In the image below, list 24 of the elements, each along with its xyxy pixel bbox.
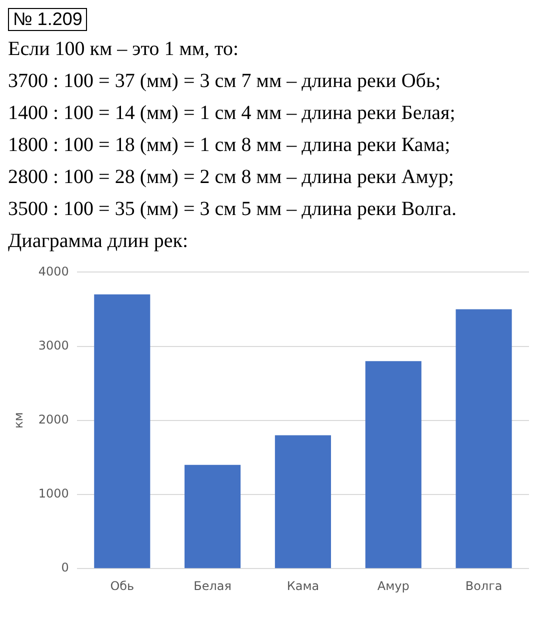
text: 1400 : 100 = 14 (мм) = 1 см 4 мм – длина реки Белая; — [8, 101, 456, 126]
y-tick-label: 3000 — [38, 338, 69, 352]
text: Если 100 км – это 1 мм, то: — [8, 37, 240, 62]
text: 3700 : 100 = 37 (мм) = 3 см 7 мм – длина реки Обь; — [8, 69, 442, 94]
y-tick-label: 0 — [61, 560, 69, 575]
text: 3500 : 100 = 35 (мм) = 3 см 5 мм – длина реки Волга. — [8, 197, 458, 222]
x-tick-label: Кама — [286, 578, 320, 593]
x-tick-label: Обь — [110, 578, 134, 593]
y-axis-title: км — [11, 412, 26, 429]
chart-title: № 1.209 — [8, 8, 88, 31]
y-tick-label: 1000 — [38, 486, 69, 501]
bar — [456, 309, 512, 568]
text: 2800 : 100 = 28 (мм) = 2 см 8 мм – длина реки Амур; — [8, 165, 455, 190]
x-tick-label: Волга — [465, 578, 502, 593]
text: Диаграмма длин рек: — [8, 229, 190, 254]
bar — [274, 435, 331, 568]
bar — [365, 361, 422, 568]
y-tick-label: 4000 — [38, 264, 69, 278]
bar — [184, 464, 241, 568]
y-tick-label: 2000 — [38, 412, 69, 427]
bar — [94, 294, 150, 568]
x-tick-label: Белая — [194, 578, 232, 593]
x-tick-label: Амур — [377, 578, 410, 593]
text: 1800 : 100 = 18 (мм) = 1 см 8 мм – длина реки Кама; — [8, 133, 452, 158]
